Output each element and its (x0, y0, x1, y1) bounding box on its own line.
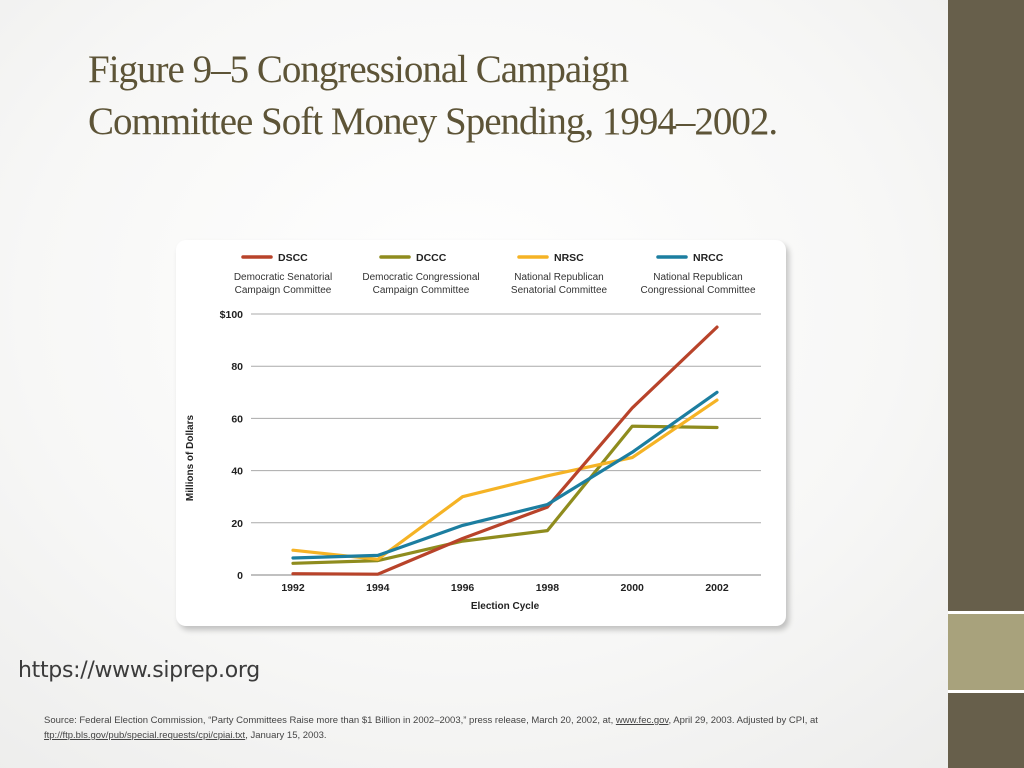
source-text-suffix: , January 15, 2003. (245, 730, 327, 741)
legend-description: Campaign Committee (235, 285, 332, 296)
legend-description: Democratic Congressional (362, 272, 479, 283)
line-chart: 0 20 40 60 80 $100 1992 1994 1996 1998 2000 2002 Ele… (185, 252, 761, 612)
slide-title-line-1: Figure 9–5 Congressional Campaign (88, 48, 629, 91)
x-tick-label: 1998 (536, 582, 560, 594)
fec-link[interactable]: www.fec.gov (615, 715, 669, 726)
slide-title: Figure 9–5 Congressional Campaign Commit… (88, 44, 938, 148)
legend-label: NRCC (693, 252, 724, 264)
x-axis-label: Election Cycle (471, 601, 540, 612)
cpi-link[interactable]: ftp://ftp.bls.gov/pub/special.requests/c… (44, 730, 246, 741)
legend-description: Congressional Committee (640, 285, 755, 296)
series-line-dscc (291, 325, 719, 576)
side-bar-divider (948, 611, 1024, 614)
y-tick-label: 0 (237, 570, 243, 582)
y-tick-label: 60 (231, 413, 243, 425)
source-citation: Source: Federal Election Commission, “Pa… (44, 713, 924, 743)
x-tick-label: 2000 (621, 582, 645, 594)
x-tick-label: 1992 (281, 582, 305, 594)
x-tick-label: 2002 (705, 582, 729, 594)
source-text-prefix: Source: Federal Election Commission, “Pa… (44, 715, 616, 726)
side-bar-accent-block (948, 614, 1024, 690)
legend-description: National Republican (653, 272, 743, 283)
site-url[interactable]: https://www.siprep.org (18, 658, 260, 683)
y-axis-label: Millions of Dollars (185, 415, 196, 502)
y-tick-label: 40 (231, 466, 243, 478)
y-tick-label: 80 (231, 361, 243, 373)
side-bar-divider (948, 690, 1024, 693)
y-tick-label: 20 (231, 518, 243, 530)
slide-title-line-2: Committee Soft Money Spending, 1994–2002… (88, 100, 778, 143)
series-line-nrsc (291, 398, 719, 561)
chart-card: 0 20 40 60 80 $100 1992 1994 1996 1998 2000 2002 Ele… (176, 240, 786, 626)
source-text-middle: , April 29, 2003. Adjusted by CPI, at (668, 715, 818, 726)
series-line-dccc (291, 424, 719, 565)
legend-label: DCCC (416, 252, 447, 264)
legend-label: NRSC (554, 252, 584, 264)
legend-description: Campaign Committee (373, 285, 470, 296)
x-tick-label: 1996 (451, 582, 475, 594)
series-line-nrcc (291, 390, 719, 560)
legend-description: National Republican (514, 272, 604, 283)
legend-description: Democratic Senatorial (234, 272, 332, 283)
legend-label: DSCC (278, 252, 308, 264)
legend-description: Senatorial Committee (511, 285, 608, 296)
x-tick-label: 1994 (366, 582, 390, 594)
y-tick-label: $100 (220, 309, 244, 321)
